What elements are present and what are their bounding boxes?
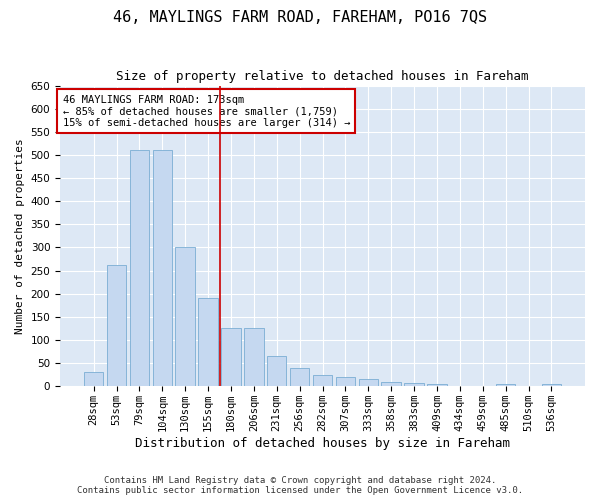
- Bar: [221, 328, 241, 386]
- Bar: [404, 382, 424, 386]
- Bar: [199, 298, 218, 386]
- Y-axis label: Number of detached properties: Number of detached properties: [15, 138, 25, 334]
- Bar: [107, 265, 126, 386]
- Bar: [335, 377, 355, 386]
- Bar: [130, 150, 149, 386]
- Bar: [359, 380, 378, 386]
- Bar: [175, 248, 195, 386]
- Bar: [382, 382, 401, 386]
- Text: 46, MAYLINGS FARM ROAD, FAREHAM, PO16 7QS: 46, MAYLINGS FARM ROAD, FAREHAM, PO16 7Q…: [113, 10, 487, 25]
- Bar: [267, 356, 286, 386]
- Bar: [496, 384, 515, 386]
- Bar: [290, 368, 310, 386]
- Bar: [152, 150, 172, 386]
- Bar: [244, 328, 263, 386]
- Title: Size of property relative to detached houses in Fareham: Size of property relative to detached ho…: [116, 70, 529, 83]
- Bar: [542, 384, 561, 386]
- Bar: [427, 384, 446, 386]
- Text: 46 MAYLINGS FARM ROAD: 173sqm
← 85% of detached houses are smaller (1,759)
15% o: 46 MAYLINGS FARM ROAD: 173sqm ← 85% of d…: [62, 94, 350, 128]
- Bar: [84, 372, 103, 386]
- Text: Contains HM Land Registry data © Crown copyright and database right 2024.
Contai: Contains HM Land Registry data © Crown c…: [77, 476, 523, 495]
- X-axis label: Distribution of detached houses by size in Fareham: Distribution of detached houses by size …: [135, 437, 510, 450]
- Bar: [313, 374, 332, 386]
